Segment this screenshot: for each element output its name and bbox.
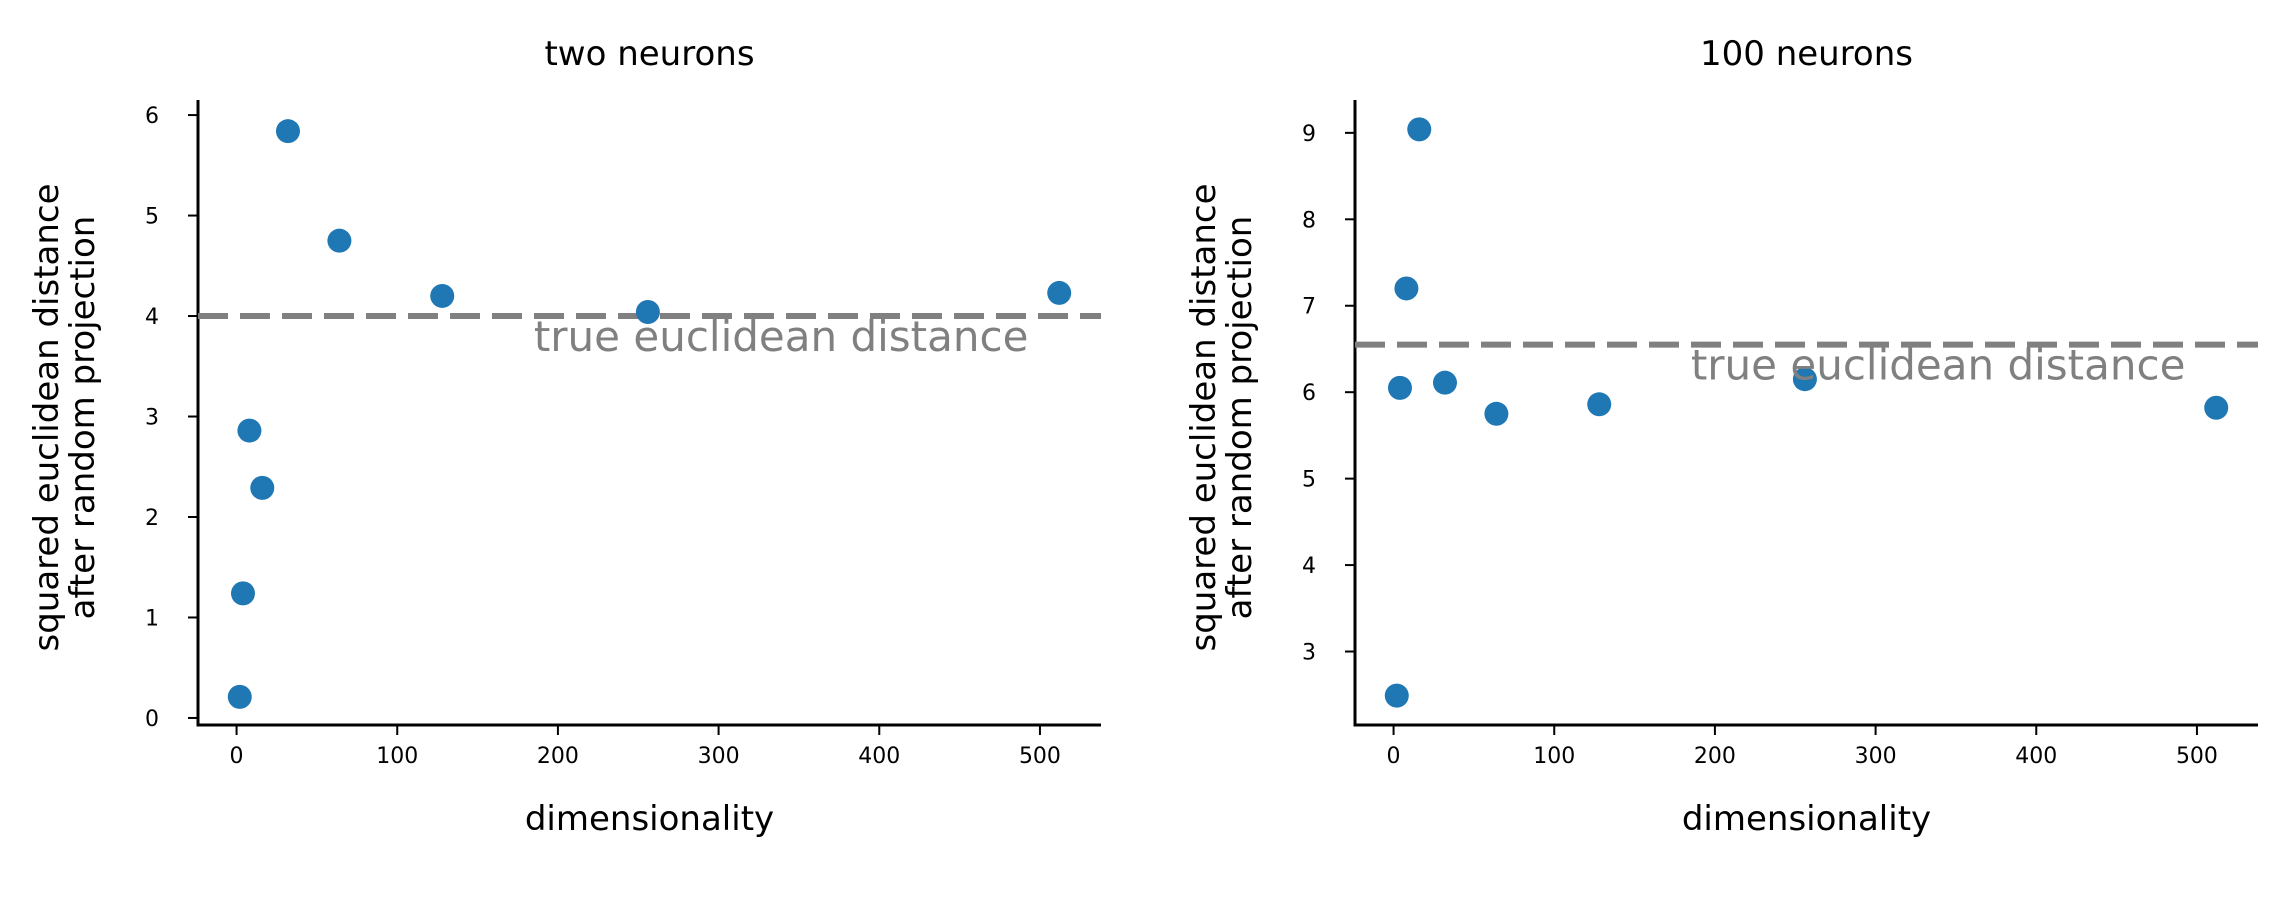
x-tick-label: 200: [1694, 744, 1736, 769]
data-point: [1394, 276, 1419, 301]
y-tick-label: 2: [145, 506, 159, 531]
y-axis-label-line: squared euclidean distance: [1184, 183, 1224, 651]
y-axis-label: squared euclidean distanceafter random p…: [1184, 183, 1260, 651]
data-point: [1792, 367, 1817, 392]
y-tick-label: 4: [1302, 554, 1316, 579]
y-tick-label: 9: [1302, 122, 1316, 147]
data-point: [327, 228, 352, 253]
y-axis-label-line: after random projection: [1220, 216, 1260, 620]
y-tick-label: 6: [1302, 381, 1316, 406]
chart-panel-2: 0 100 200 300 400 500 3 4 5 6 7 8 9 true euclidean di…: [1184, 34, 2258, 839]
y-axis-label: squared euclidean distanceafter random p…: [27, 183, 103, 651]
x-axis-label: dimensionality: [1682, 799, 1931, 839]
y-tick-label: 1: [145, 606, 159, 631]
x-tick-label: 300: [1855, 744, 1897, 769]
y-tick-label: 8: [1302, 208, 1316, 233]
data-point: [430, 283, 455, 308]
x-tick-label: 300: [698, 744, 740, 769]
x-tick-label: 100: [376, 744, 418, 769]
data-point: [1587, 392, 1612, 417]
x-tick-label: 500: [1019, 744, 1061, 769]
reference-line-label: true euclidean distance: [534, 312, 1029, 361]
data-point: [275, 119, 300, 144]
x-axis-label: dimensionality: [525, 799, 774, 839]
y-tick-label: 7: [1302, 295, 1316, 320]
data-point: [1432, 370, 1457, 395]
data-point: [1407, 117, 1432, 142]
y-tick-label: 4: [145, 305, 159, 330]
chart-title: 100 neurons: [1700, 34, 1913, 74]
y-tick-label: 3: [1302, 641, 1316, 666]
y-tick-label: 5: [145, 205, 159, 230]
y-tick-label: 5: [1302, 468, 1316, 493]
x-tick-label: 500: [2176, 744, 2218, 769]
data-point: [230, 581, 255, 606]
y-tick-label: 3: [145, 406, 159, 431]
data-point: [250, 475, 275, 500]
y-tick-label: 6: [145, 104, 159, 129]
y-axis-label-line: after random projection: [63, 216, 103, 620]
data-point: [1484, 401, 1509, 426]
chart-title: two neurons: [544, 34, 754, 74]
y-axis-label-line: squared euclidean distance: [27, 183, 67, 651]
data-point: [237, 418, 262, 443]
y-tick-label: 0: [145, 707, 159, 732]
data-point: [2204, 395, 2229, 420]
data-point: [1387, 375, 1412, 400]
x-tick-label: 400: [2015, 744, 2057, 769]
data-point: [1384, 683, 1409, 708]
x-tick-label: 100: [1533, 744, 1575, 769]
x-tick-label: 400: [858, 744, 900, 769]
data-point: [227, 684, 252, 709]
chart-panel-1: 0 100 200 300 400 500 0 1 2 3 4 5 6 true euclidean di…: [27, 34, 1101, 839]
reference-line-label: true euclidean distance: [1691, 341, 2186, 390]
x-tick-label: 0: [230, 744, 244, 769]
data-point: [635, 300, 660, 325]
x-tick-label: 200: [537, 744, 579, 769]
data-point: [1047, 280, 1072, 305]
x-tick-label: 0: [1387, 744, 1401, 769]
